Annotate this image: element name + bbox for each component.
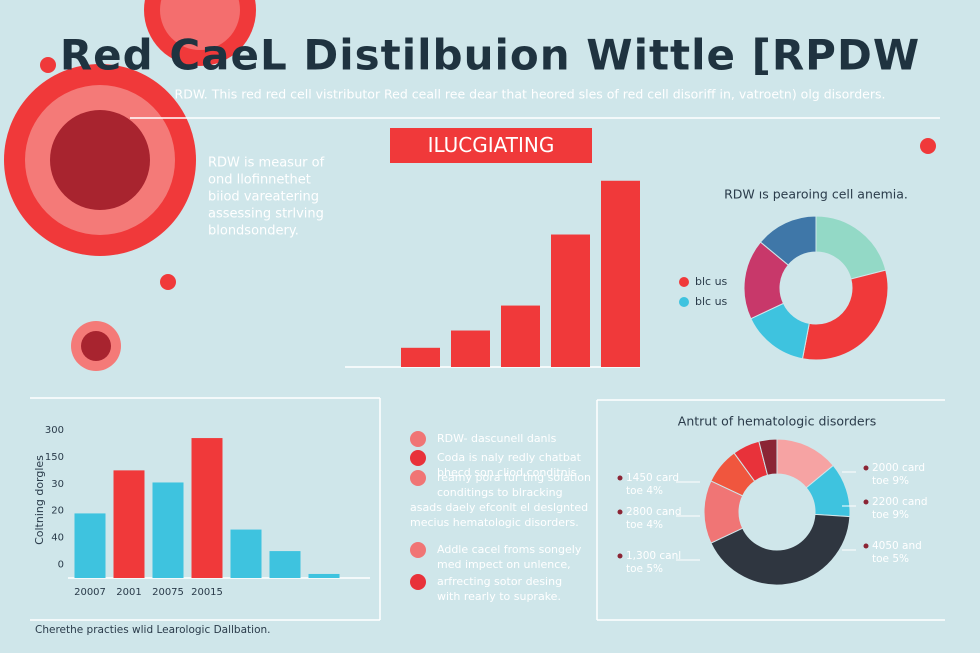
annotation-dot [617,509,623,515]
note-text: mecius hematologic disorders. [410,516,579,529]
note-text: with rearly to suprake. [437,590,561,603]
legend-label: blc us [695,275,728,288]
annotation-text: 1450 card [626,472,679,484]
bar [269,551,301,578]
annotation-text: 4050 and [872,540,922,552]
annotation-text: 2000 card [872,462,925,474]
title: Red CaeL Distilbuion Wittle [RPDW [60,31,920,80]
bullet [410,542,426,558]
subtitle: RDW. This red red cell vistributor Red c… [175,87,886,102]
annotation-text: 2200 cand [872,496,928,508]
annotation-text: toe 4% [626,519,663,531]
y-tick-label: 40 [51,533,64,544]
bar [191,438,223,578]
annotation-dot [617,553,623,559]
intro-text: RDW is measur of [208,156,325,171]
donut-slice [758,438,778,476]
deco-dot [40,57,56,73]
annotation-dot [863,499,869,505]
deco-dot [920,138,936,154]
bar [401,347,440,367]
bullet [410,470,426,486]
bar [451,330,490,367]
donut-slice [759,215,817,266]
y-tick-label: 150 [45,452,64,463]
chart-title: RDW ıs pearoing cell anemia. [724,187,908,202]
annotation-text: toe 5% [872,553,909,565]
y-tick-label: 20 [51,506,64,517]
annotation-text: toe 5% [626,563,663,575]
title-box [390,128,592,163]
legend-label: blc us [695,295,728,308]
y-tick-label: 30 [51,479,64,490]
annotation-dot [863,465,869,471]
deco-circle [160,0,240,50]
legend-dot [679,297,689,307]
bar [601,180,640,367]
bar [501,305,540,367]
bar [113,470,145,578]
bullet [410,574,426,590]
deco-circle [50,110,150,210]
bar [152,482,184,578]
bullet [410,431,426,447]
chart-title: Antrut of hematologic disorders [678,414,876,429]
bar [74,513,106,578]
legend-dot [679,277,689,287]
x-tick-label: 20015 [191,587,223,598]
annotation-text: toe 9% [872,475,909,487]
note-text: asads daely efconlt el deslgnted [410,501,588,514]
intro-text: blondsondery. [208,224,299,239]
intro-text: biiod vareatering [208,190,319,205]
donut-slice [801,269,889,361]
footer: Cherethe practies wlid Learologic Dallba… [35,624,271,636]
intro-text: ond llofinnethet [208,173,311,188]
annotation-text: toe 9% [872,509,909,521]
chart-title: ILUCGIATING [428,133,555,157]
y-tick-label: 0 [58,560,64,571]
note-text: arfrecting sotor desing [437,575,562,588]
annotation-text: toe 4% [626,485,663,497]
bar [551,234,590,367]
y-tick-label: 300 [45,425,64,436]
bullet [410,450,426,466]
x-tick-label: 20075 [152,587,184,598]
annotation-dot [617,475,623,481]
deco-circle [81,331,111,361]
annotation-text: 1,300 canl [626,550,681,562]
y-axis-label: Coltning dorgles [33,455,46,545]
x-tick-label: 20007 [74,587,106,598]
note-text: Addle cacel froms songely [437,543,582,556]
annotation-text: 2800 cand [626,506,682,518]
annotation-dot [863,543,869,549]
donut-slice [710,513,851,586]
note-text: reamy pora fur ting solation [437,471,591,484]
note-text: Coda is naly redly chatbat [437,451,582,464]
note-text: conditings to blracking [437,486,563,499]
deco-dot [160,274,176,290]
note-text: bhecd son cliod conditnis [437,466,577,479]
bar [308,573,340,578]
note-text: RDW- dascunell danls [437,432,557,445]
bar [230,529,262,578]
x-tick-label: 2001 [116,587,141,598]
intro-text: assessing strlving [208,207,324,222]
note-text: med impect on unlence, [437,558,571,571]
